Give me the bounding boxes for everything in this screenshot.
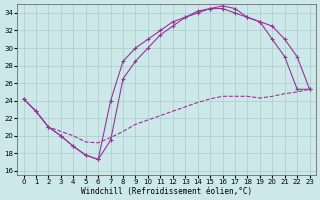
X-axis label: Windchill (Refroidissement éolien,°C): Windchill (Refroidissement éolien,°C) <box>81 187 252 196</box>
